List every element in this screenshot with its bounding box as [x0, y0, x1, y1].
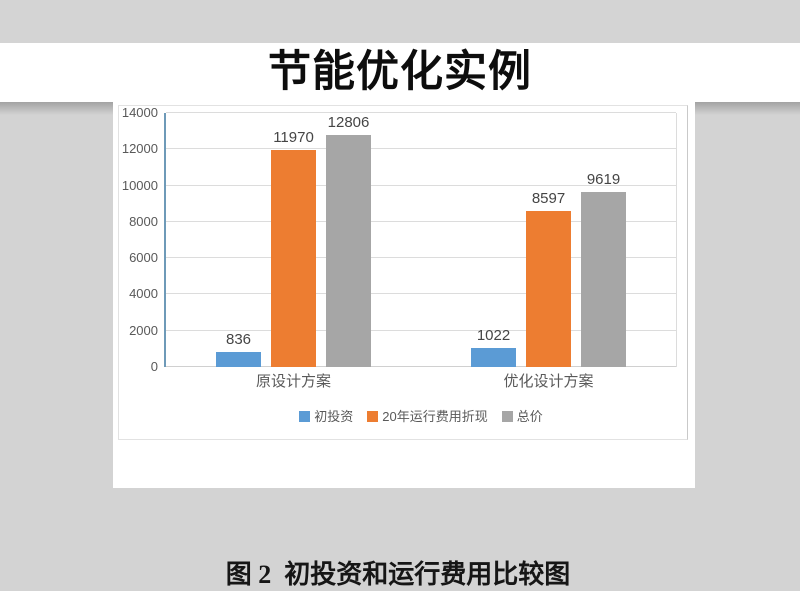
- gridline: [166, 366, 676, 367]
- gridline: [166, 184, 676, 186]
- gridline: [166, 329, 676, 331]
- bar-value-label: 12806: [327, 114, 370, 131]
- bar-总价: [326, 135, 371, 367]
- bar-初投资: [216, 352, 261, 367]
- bar-value-label: 9619: [586, 171, 621, 188]
- y-axis-tick-label: 0: [150, 359, 158, 374]
- legend-swatch-icon: [299, 411, 311, 422]
- y-axis-tick-label: 8000: [129, 213, 158, 229]
- bar-value-label: 11970: [273, 129, 314, 146]
- plot-right-border: [676, 113, 677, 367]
- gridline: [166, 293, 676, 295]
- legend-label: 初投资: [314, 409, 354, 424]
- legend-swatch-icon: [501, 411, 513, 422]
- bar-value-label: 1022: [476, 327, 511, 344]
- slide-title-band: 节能优化实例: [0, 43, 800, 102]
- y-axis-tick-label: 10000: [121, 177, 158, 193]
- gridline: [166, 220, 676, 222]
- gridline: [166, 257, 676, 259]
- y-axis-line: [164, 113, 166, 367]
- slide-page: 0 2000 4000 6000 8000 10000 12000 14000 836 11970…: [113, 102, 695, 589]
- figure-caption: 图 2 初投资和运行费用比较图: [225, 560, 571, 589]
- y-axis-tick-label: 14000: [121, 105, 158, 120]
- y-axis-tick-label: 12000: [121, 141, 158, 157]
- y-axis-tick-label: 2000: [129, 322, 158, 338]
- bar-总价: [581, 192, 626, 367]
- legend-swatch-icon: [367, 411, 379, 422]
- y-axis-tick-label: 6000: [129, 250, 158, 266]
- title-band-shadow-left: [0, 102, 113, 115]
- gridline: [166, 148, 676, 150]
- gridline: [166, 112, 676, 113]
- legend-item: 总价: [501, 409, 543, 424]
- bar-value-label: 8597: [531, 190, 566, 207]
- chart-legend: 初投资 20年运行费用折现 总价: [166, 410, 676, 423]
- bar-20年运行费用折现: [271, 150, 316, 367]
- legend-item: 初投资: [299, 410, 353, 423]
- title-band-shadow-right: [695, 102, 800, 115]
- slide-title: 节能优化实例: [268, 48, 532, 96]
- bar-value-label: 836: [225, 331, 252, 348]
- bar-20年运行费用折现: [526, 211, 571, 367]
- bar-初投资: [471, 348, 516, 367]
- bar-chart-figure: 0 2000 4000 6000 8000 10000 12000 14000 836 11970…: [118, 105, 688, 440]
- legend-label: 20年运行费用折现: [382, 409, 488, 424]
- y-axis-tick-label: 4000: [129, 286, 158, 302]
- legend-item: 20年运行费用折现: [367, 409, 488, 424]
- legend-label: 总价: [516, 409, 543, 424]
- category-axis-label: 原设计方案: [255, 373, 331, 390]
- backdrop-top-strip: [0, 0, 800, 43]
- category-axis-label: 优化设计方案: [503, 373, 594, 390]
